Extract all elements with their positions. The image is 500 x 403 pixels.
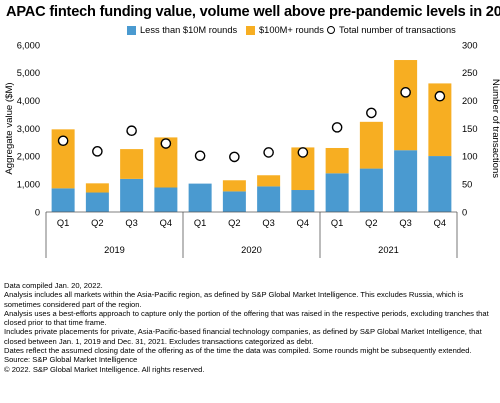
bar-large-rounds bbox=[154, 137, 178, 188]
y-tick-label: 2,000 bbox=[17, 152, 40, 162]
x-tick-label: Q4 bbox=[160, 218, 172, 228]
bar-large-rounds bbox=[359, 121, 383, 169]
chart-title: APAC fintech funding value, volume well … bbox=[6, 4, 500, 20]
x-group-label: 2019 bbox=[104, 245, 125, 255]
bar-large-rounds bbox=[85, 183, 109, 193]
transaction-marker bbox=[400, 87, 411, 98]
bar-small-rounds bbox=[257, 186, 281, 212]
legend-label-large: $100M+ rounds bbox=[259, 25, 324, 35]
x-tick-label: Q2 bbox=[365, 218, 377, 228]
transaction-marker bbox=[126, 125, 137, 137]
y2-tick-label: 100 bbox=[462, 152, 478, 162]
y-tick-label: 5,000 bbox=[17, 68, 40, 78]
bar-small-rounds bbox=[188, 183, 212, 212]
x-tick-label: Q4 bbox=[297, 218, 309, 228]
y-tick-label: 3,000 bbox=[17, 124, 40, 134]
x-tick-label: Q3 bbox=[125, 218, 137, 228]
x-tick-label: Q4 bbox=[434, 218, 446, 228]
bar-small-rounds bbox=[51, 188, 75, 212]
y2-tick-label: 250 bbox=[462, 68, 478, 78]
footnote-line: Source: S&P Global Market Intelligence bbox=[4, 355, 138, 365]
transaction-marker bbox=[297, 147, 309, 158]
x-group-label: 2021 bbox=[378, 245, 399, 255]
legend-swatch-small bbox=[127, 25, 136, 35]
y2-tick-label: 0 bbox=[462, 207, 467, 217]
transaction-marker bbox=[160, 138, 172, 149]
footnote-line: Includes private placements for private,… bbox=[4, 327, 482, 346]
transaction-marker bbox=[57, 135, 69, 147]
bar-large-rounds bbox=[222, 180, 246, 192]
legend-label-small: Less than $10M rounds bbox=[140, 25, 238, 35]
bar-small-rounds bbox=[120, 178, 144, 212]
chart-footnotes: Data compiled Jan. 20, 2022. Analysis in… bbox=[4, 281, 498, 374]
bar-small-rounds bbox=[325, 173, 349, 212]
legend-swatch-large bbox=[246, 25, 255, 35]
x-tick-label: Q1 bbox=[194, 218, 206, 228]
transaction-marker bbox=[331, 122, 343, 133]
x-tick-label: Q2 bbox=[91, 218, 103, 228]
bar-large-rounds bbox=[291, 147, 315, 191]
y2-tick-label: 50 bbox=[462, 179, 472, 189]
y2-tick-label: 150 bbox=[462, 124, 478, 134]
bar-small-rounds bbox=[154, 187, 178, 212]
y2-axis-title: Number of transactions bbox=[490, 79, 500, 178]
bar-large-rounds bbox=[120, 149, 144, 179]
legend-item-small-rounds: Less than $10M rounds bbox=[127, 25, 237, 35]
bar-small-rounds bbox=[222, 191, 246, 212]
y-tick-label: 1,000 bbox=[17, 179, 40, 189]
legend-marker-circle-icon bbox=[327, 26, 335, 34]
x-group-label: 2020 bbox=[241, 245, 262, 255]
bar-small-rounds bbox=[394, 150, 418, 212]
bar-small-rounds bbox=[359, 168, 383, 212]
footnote-line: Analysis includes all markets within the… bbox=[4, 290, 464, 309]
chart-plot: 0 1,000 2,000 3,000 4,000 5,000 6,000 0 50 100 150… bbox=[4, 40, 500, 258]
legend-item-total-transactions: Total number of transactions bbox=[327, 25, 456, 35]
x-tick-label: Q3 bbox=[262, 218, 274, 228]
bar-small-rounds bbox=[428, 156, 452, 212]
y2-tick-label: 200 bbox=[462, 96, 478, 106]
transaction-marker bbox=[229, 151, 240, 163]
transaction-marker bbox=[194, 150, 206, 162]
x-tick-label: Q2 bbox=[228, 218, 240, 228]
legend-label-total: Total number of transactions bbox=[339, 25, 456, 35]
y2-tick-label: 300 bbox=[462, 40, 478, 50]
transaction-marker bbox=[92, 146, 103, 157]
y-tick-label: 4,000 bbox=[17, 96, 40, 106]
y-tick-label: 0 bbox=[35, 207, 40, 217]
y-tick-label: 6,000 bbox=[17, 40, 40, 50]
bar-small-rounds bbox=[85, 192, 109, 212]
footnote-line: Dates reflect the assumed closing date o… bbox=[4, 346, 472, 356]
footnote-line: Analysis uses a best-efforts approach to… bbox=[4, 308, 489, 328]
bar-large-rounds bbox=[428, 83, 452, 157]
bar-small-rounds bbox=[291, 190, 315, 212]
legend-item-large-rounds: $100M+ rounds bbox=[246, 25, 324, 35]
bar-large-rounds bbox=[51, 129, 75, 189]
transaction-marker bbox=[434, 90, 446, 102]
footnote-line: Data compiled Jan. 20, 2022. bbox=[4, 281, 103, 290]
bar-large-rounds bbox=[325, 147, 349, 174]
footnote-line: © 2022. S&P Global Market Intelligence. … bbox=[4, 364, 205, 374]
transaction-marker bbox=[366, 107, 377, 119]
y-axis-title: Aggregate value ($M) bbox=[4, 82, 15, 174]
x-tick-label: Q1 bbox=[331, 218, 343, 228]
bar-large-rounds bbox=[394, 60, 418, 151]
chart-legend: Less than $10M rounds $100M+ rounds Tota… bbox=[0, 25, 500, 41]
x-tick-label: Q1 bbox=[57, 218, 69, 228]
transaction-marker bbox=[263, 147, 274, 158]
x-tick-label: Q3 bbox=[399, 218, 411, 228]
bar-large-rounds bbox=[257, 175, 281, 187]
